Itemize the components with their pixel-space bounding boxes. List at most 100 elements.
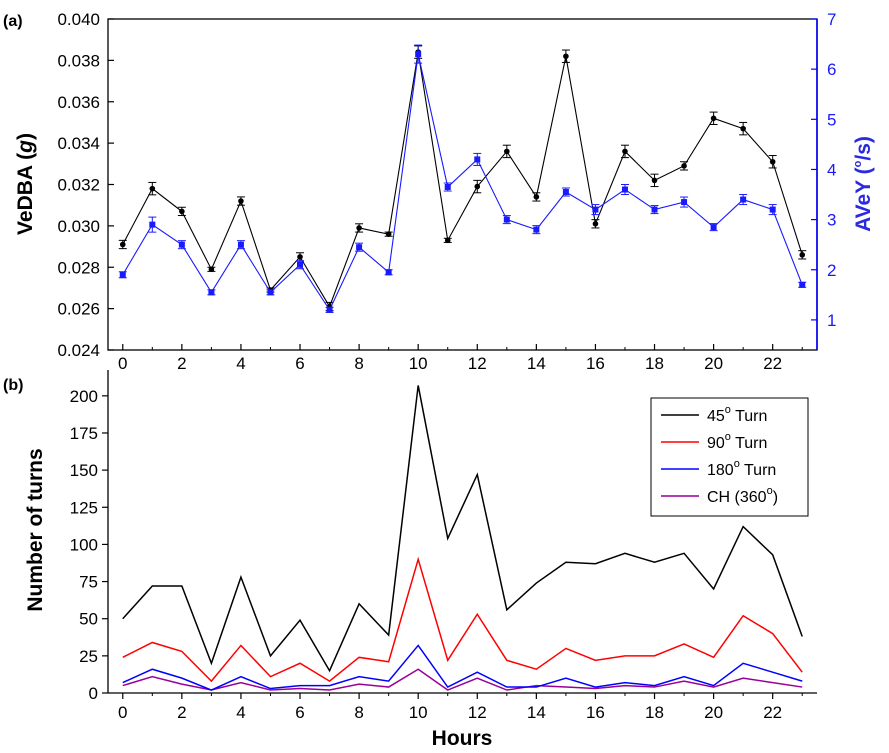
data-point-circle bbox=[681, 163, 687, 169]
panel-a-series bbox=[118, 44, 807, 313]
data-point-square bbox=[769, 206, 776, 213]
series-3-line bbox=[122, 668, 803, 691]
data-point-square bbox=[385, 269, 392, 276]
x-tick-label: 2 bbox=[177, 354, 186, 373]
panel-b-series bbox=[122, 385, 803, 691]
y2-tick-label: 2 bbox=[827, 261, 836, 280]
data-point-circle bbox=[149, 185, 156, 192]
data-point-square bbox=[415, 51, 422, 58]
x-tick-label: 12 bbox=[468, 354, 487, 373]
y-tick-label: 0 bbox=[89, 684, 98, 703]
y-tick-label: 0.026 bbox=[57, 300, 100, 319]
legend-label: CH (360o) bbox=[707, 485, 778, 506]
data-point-circle bbox=[622, 148, 628, 155]
data-point-square bbox=[562, 189, 569, 196]
data-point-square bbox=[799, 281, 806, 288]
panel-a-x-ticks: 0 2 4 6 8 10 12 14 16 18 20 22 bbox=[118, 344, 803, 373]
y-tick-label: 0.036 bbox=[57, 93, 100, 112]
panel-b-x-axis-title: Hours bbox=[432, 727, 493, 750]
x-tick-label: 16 bbox=[586, 703, 605, 722]
data-point-circle bbox=[208, 266, 215, 273]
data-point-square bbox=[710, 224, 717, 231]
data-point-circle bbox=[179, 208, 185, 215]
y-tick-label: 200 bbox=[70, 387, 98, 406]
data-point-square bbox=[208, 289, 215, 296]
y2-tick-label: 4 bbox=[827, 160, 836, 179]
series-1-line bbox=[122, 556, 803, 683]
x-tick-label: 20 bbox=[704, 703, 723, 722]
y-tick-label: 100 bbox=[70, 535, 98, 554]
panel-b-x-ticks: 0 2 4 6 8 10 12 14 16 18 20 22 bbox=[118, 693, 803, 722]
data-point-circle bbox=[592, 221, 599, 227]
x-tick-label: 16 bbox=[586, 354, 605, 373]
y2-tick-label: 1 bbox=[827, 311, 836, 330]
y2-tick-label: 6 bbox=[827, 60, 836, 79]
data-point-circle bbox=[563, 53, 569, 60]
series-0-line bbox=[122, 385, 803, 673]
y-tick-label: 0.030 bbox=[57, 217, 100, 236]
data-point-circle bbox=[769, 158, 776, 165]
panel-a-y2-axis-title: AVeY (o/s) bbox=[852, 136, 875, 232]
y-tick-label: 175 bbox=[70, 424, 98, 443]
panel-b-label: (b) bbox=[3, 377, 23, 394]
x-tick-label: 8 bbox=[354, 354, 363, 373]
legend-label: 45o Turn bbox=[707, 404, 767, 425]
data-point-circle bbox=[740, 125, 746, 132]
y-tick-label: 0.024 bbox=[57, 341, 100, 360]
x-tick-label: 18 bbox=[645, 703, 664, 722]
y-tick-label: 25 bbox=[79, 647, 98, 666]
panel-a-y-ticks: 0.024 0.026 0.028 0.030 0.032 0.034 0.036 0.038… bbox=[57, 10, 114, 360]
data-point-circle bbox=[356, 225, 362, 231]
data-point-square bbox=[503, 216, 510, 223]
data-point-square bbox=[178, 241, 185, 248]
y2-tick-label: 5 bbox=[827, 110, 836, 129]
data-point-square bbox=[237, 241, 244, 248]
series-1-line bbox=[122, 53, 803, 312]
x-tick-label: 18 bbox=[645, 354, 664, 373]
data-point-square bbox=[740, 196, 747, 203]
panel-b-y-axis-title: Number of turns bbox=[24, 448, 47, 611]
x-tick-label: 14 bbox=[527, 703, 546, 722]
x-tick-label: 2 bbox=[177, 703, 186, 722]
x-tick-label: 10 bbox=[409, 703, 428, 722]
y-tick-label: 0.032 bbox=[57, 176, 100, 195]
data-point-square bbox=[592, 206, 599, 213]
data-point-square bbox=[326, 306, 333, 313]
data-point-square bbox=[621, 186, 628, 193]
panel-a-chart: (a) 0 2 4 6 8 10 12 14 16 18 20 22 0.0240.0260.0280… bbox=[3, 10, 875, 373]
legend-label: 90o Turn bbox=[707, 431, 767, 452]
panel-b-y-ticks: 0 25 50 75 100 125 150 175 200 bbox=[70, 387, 108, 703]
data-point-circle bbox=[710, 115, 717, 122]
data-point-square bbox=[681, 199, 688, 206]
y-tick-label: 125 bbox=[70, 498, 98, 517]
x-tick-label: 10 bbox=[409, 354, 428, 373]
data-point-circle bbox=[297, 254, 303, 260]
x-tick-label: 12 bbox=[468, 703, 487, 722]
data-point-circle bbox=[444, 237, 451, 244]
x-tick-label: 8 bbox=[354, 703, 363, 722]
data-point-circle bbox=[799, 252, 806, 258]
x-tick-label: 6 bbox=[295, 703, 304, 722]
data-point-square bbox=[356, 244, 363, 251]
y-tick-label: 0.034 bbox=[57, 134, 100, 153]
x-tick-label: 4 bbox=[236, 354, 245, 373]
data-point-square bbox=[474, 156, 481, 163]
legend: 45o Turn 90o Turn 180o Turn CH (360o) bbox=[650, 397, 809, 517]
data-point-square bbox=[651, 206, 658, 213]
data-point-circle bbox=[238, 198, 244, 204]
x-tick-label: 20 bbox=[704, 354, 723, 373]
legend-label: 180o Turn bbox=[707, 458, 776, 479]
data-point-square bbox=[444, 184, 451, 191]
y-tick-label: 0.038 bbox=[57, 51, 100, 70]
data-point-square bbox=[267, 289, 274, 296]
data-point-circle bbox=[474, 183, 481, 190]
y2-tick-label: 7 bbox=[827, 10, 836, 29]
y2-tick-label: 3 bbox=[827, 211, 836, 230]
data-point-circle bbox=[504, 148, 510, 155]
data-point-square bbox=[149, 221, 156, 228]
panel-b-chart: (b) 0 2 4 6 8 10 12 14 16 18 20 22 0 25 50 75 100 125 150… bbox=[3, 370, 817, 750]
data-point-circle bbox=[119, 241, 126, 248]
series-0-line bbox=[122, 52, 803, 308]
panel-a-y2-ticks: 1 2 3 4 5 6 7 bbox=[811, 10, 836, 330]
